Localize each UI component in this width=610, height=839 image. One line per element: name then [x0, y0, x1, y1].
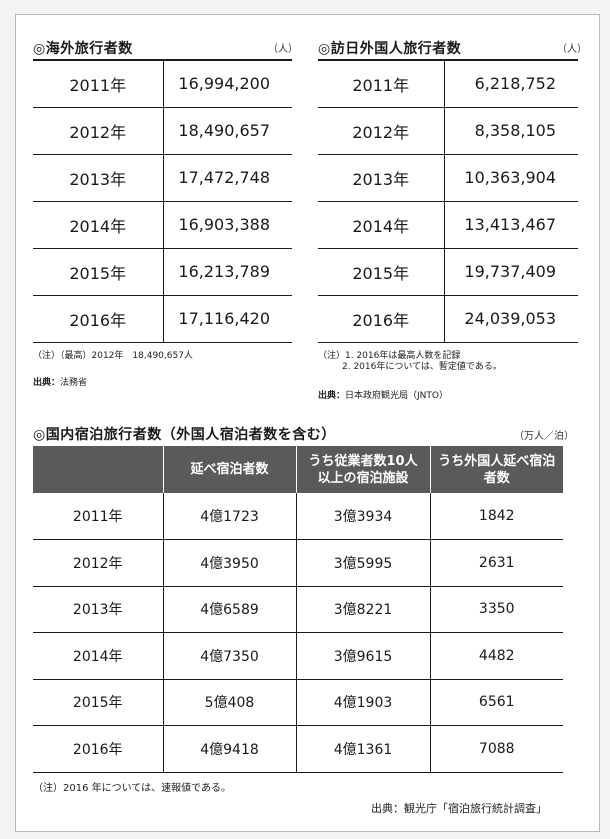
table-row: 2016年 4億9418 4億1361 7088 [33, 725, 563, 773]
domestic-unit: （万人／泊） [514, 431, 574, 442]
total-cell: 4億3950 [162, 539, 296, 587]
inbound-source-text: 日本政府観光局（JNTO） [345, 391, 448, 401]
foreign-cell: 6561 [429, 679, 563, 726]
inbound-note-1: （注）1. 2016年は最高人数を記録 [318, 351, 461, 361]
inbound-source-label: 出典： [318, 391, 346, 401]
foreign-cell: 7088 [429, 725, 563, 773]
outbound-source-label: 出典： [33, 378, 61, 388]
outbound-title: ◎海外旅行者数 [33, 41, 133, 57]
domestic-header-row: 延べ宿泊者数 うち従業者数10人以上の宿泊施設 うち外国人延べ宿泊者数 [33, 446, 563, 493]
value-cell: 8,358,105 [444, 107, 578, 155]
table-row: 2014年 16,903,388 [33, 201, 292, 249]
table-row: 2015年 5億408 4億1903 6561 [33, 679, 563, 726]
large-facility-cell: 3億3934 [295, 493, 430, 540]
large-facility-cell: 3億5995 [295, 539, 430, 587]
foreign-cell: 4482 [429, 632, 563, 680]
large-facility-cell: 3億9615 [295, 632, 430, 680]
year-cell: 2012年 [33, 539, 163, 587]
year-cell: 2016年 [33, 725, 163, 773]
table-row: 2016年 17,116,420 [33, 295, 292, 343]
year-cell: 2011年 [318, 60, 445, 108]
foreign-cell: 3350 [429, 586, 563, 633]
table-row: 2014年 13,413,467 [318, 201, 578, 249]
inbound-source: 出典：日本政府観光局（JNTO） [318, 388, 448, 401]
year-cell: 2011年 [33, 60, 164, 108]
year-cell: 2014年 [318, 201, 445, 249]
large-facility-cell: 4億1361 [295, 725, 430, 773]
table-row: 2014年 4億7350 3億9615 4482 [33, 632, 563, 680]
header-year [33, 446, 163, 493]
header-total: 延べ宿泊者数 [162, 446, 296, 493]
domestic-source: 出典：観光庁「宿泊旅行統計調査」 [371, 802, 547, 815]
value-cell: 17,472,748 [163, 154, 292, 202]
value-cell: 16,994,200 [163, 60, 292, 108]
value-cell: 10,363,904 [444, 154, 578, 202]
table-row: 2016年 24,039,053 [318, 295, 578, 343]
year-cell: 2015年 [33, 679, 163, 726]
table-row: 2013年 10,363,904 [318, 154, 578, 202]
outbound-unit: （人） [268, 44, 298, 55]
total-cell: 4億7350 [162, 632, 296, 680]
outbound-table: 2011年 16,994,200 2012年 18,490,657 2013年 17,47… [33, 59, 292, 343]
large-facility-cell: 3億8221 [295, 586, 430, 633]
outbound-source: 出典：法務省 [33, 375, 87, 388]
table-row: 2011年 16,994,200 [33, 60, 292, 108]
total-cell: 4億9418 [162, 725, 296, 773]
value-cell: 16,213,789 [163, 248, 292, 296]
year-cell: 2015年 [318, 248, 445, 296]
table-row: 2011年 4億1723 3億3934 1842 [33, 493, 563, 540]
value-cell: 18,490,657 [163, 107, 292, 155]
inbound-note-2: 2. 2016年については、暫定値である。 [342, 362, 502, 372]
year-cell: 2014年 [33, 632, 163, 680]
year-cell: 2013年 [33, 154, 164, 202]
large-facility-cell: 4億1903 [295, 679, 430, 726]
total-cell: 5億408 [162, 679, 296, 726]
header-large: うち従業者数10人以上の宿泊施設 [295, 446, 430, 493]
domestic-note: （注）2016 年については、速報値である。 [33, 783, 232, 794]
total-cell: 4億1723 [162, 493, 296, 540]
year-cell: 2016年 [318, 295, 445, 343]
table-row: 2012年 4億3950 3億5995 2631 [33, 539, 563, 587]
foreign-cell: 2631 [429, 539, 563, 587]
year-cell: 2014年 [33, 201, 164, 249]
foreign-cell: 1842 [429, 493, 563, 540]
table-row: 2015年 19,737,409 [318, 248, 578, 296]
year-cell: 2012年 [33, 107, 164, 155]
header-foreign: うち外国人延べ宿泊者数 [429, 446, 563, 493]
table-row: 2011年 6,218,752 [318, 60, 578, 108]
table-row: 2015年 16,213,789 [33, 248, 292, 296]
value-cell: 17,116,420 [163, 295, 292, 343]
outbound-source-text: 法務省 [60, 378, 88, 388]
table-row: 2012年 8,358,105 [318, 107, 578, 155]
year-cell: 2015年 [33, 248, 164, 296]
domestic-title: ◎国内宿泊旅行者数（外国人宿泊者数を含む） [33, 427, 336, 443]
table-row: 2013年 4億6589 3億8221 3350 [33, 586, 563, 633]
inbound-table: 2011年 6,218,752 2012年 8,358,105 2013年 10,363,… [318, 59, 578, 343]
table-row: 2013年 17,472,748 [33, 154, 292, 202]
year-cell: 2013年 [318, 154, 445, 202]
value-cell: 24,039,053 [444, 295, 578, 343]
value-cell: 16,903,388 [163, 201, 292, 249]
inbound-title: ◎訪日外国人旅行者数 [318, 41, 462, 57]
year-cell: 2011年 [33, 493, 163, 540]
domestic-table: 延べ宿泊者数 うち従業者数10人以上の宿泊施設 うち外国人延べ宿泊者数 2011… [33, 446, 563, 773]
year-cell: 2012年 [318, 107, 445, 155]
total-cell: 4億6589 [162, 586, 296, 633]
value-cell: 6,218,752 [444, 60, 578, 108]
year-cell: 2013年 [33, 586, 163, 633]
value-cell: 13,413,467 [444, 201, 578, 249]
value-cell: 19,737,409 [444, 248, 578, 296]
table-row: 2012年 18,490,657 [33, 107, 292, 155]
inbound-unit: （人） [557, 44, 587, 55]
outbound-note: （注）（最高）2012年 18,490,657人 [33, 351, 193, 361]
year-cell: 2016年 [33, 295, 164, 343]
